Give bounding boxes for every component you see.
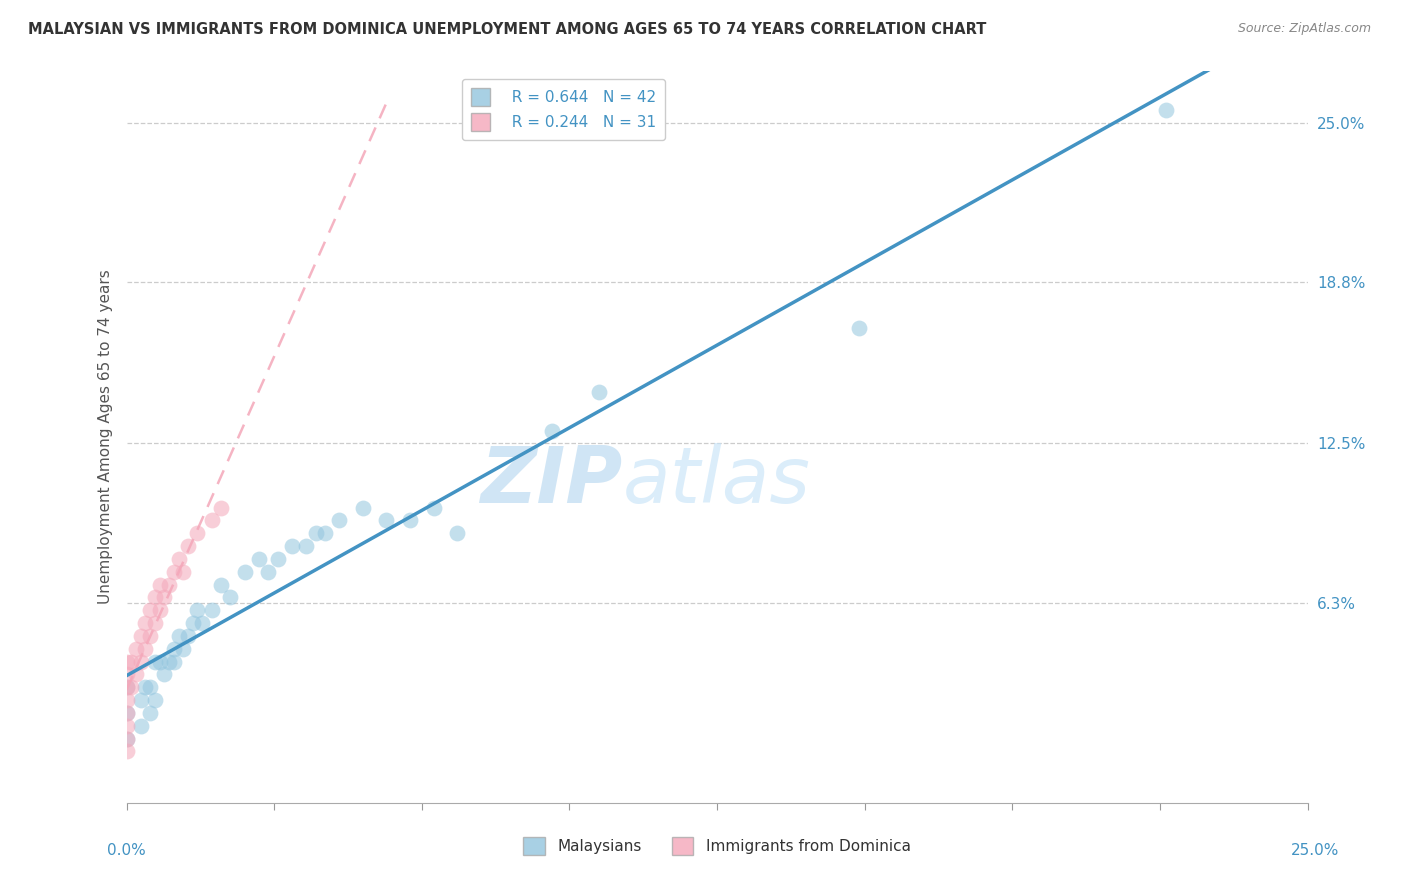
Point [120,655,142,669]
Point [163,565,186,579]
Point [540,424,562,438]
Point [125,641,148,656]
Point [219,591,242,605]
Point [157,577,180,591]
Legend: Malaysians, Immigrants from Dominica: Malaysians, Immigrants from Dominica [517,831,917,861]
Point [129,629,152,643]
Point [247,552,270,566]
Point [115,667,138,681]
Text: 25.0%: 25.0% [1291,843,1339,858]
Point [848,321,870,335]
Point [177,539,200,553]
Point [149,603,172,617]
Point [115,719,138,733]
Point [177,629,200,643]
Point [186,603,208,617]
Point [129,719,152,733]
Y-axis label: Unemployment Among Ages 65 to 74 years: Unemployment Among Ages 65 to 74 years [97,269,112,605]
Point [328,514,350,528]
Text: Source: ZipAtlas.com: Source: ZipAtlas.com [1237,22,1371,36]
Point [139,603,162,617]
Point [143,655,166,669]
Point [134,681,156,695]
Point [588,385,610,400]
Point [446,526,468,541]
Point [422,500,444,515]
Point [134,641,156,656]
Point [129,655,152,669]
Text: atlas: atlas [623,443,810,519]
Point [167,552,190,566]
Point [200,514,222,528]
Point [115,731,138,746]
Point [139,681,162,695]
Point [134,616,156,631]
Point [267,552,290,566]
Point [172,565,194,579]
Point [153,591,176,605]
Point [125,667,148,681]
Point [209,500,232,515]
Point [233,565,256,579]
Point [1154,103,1177,117]
Point [115,681,138,695]
Point [295,539,318,553]
Point [304,526,326,541]
Point [115,706,138,720]
Point [375,514,398,528]
Point [115,731,138,746]
Text: ZIP: ZIP [481,443,623,519]
Point [115,693,138,707]
Point [139,629,162,643]
Point [314,526,336,541]
Point [143,591,166,605]
Point [120,681,142,695]
Point [157,655,180,669]
Point [149,577,172,591]
Point [163,655,186,669]
Point [143,616,166,631]
Point [352,500,374,515]
Point [163,641,186,656]
Point [191,616,214,631]
Point [399,514,422,528]
Point [143,693,166,707]
Point [281,539,304,553]
Point [172,641,194,656]
Point [257,565,280,579]
Text: 0.0%: 0.0% [107,843,146,858]
Point [115,655,138,669]
Point [115,744,138,758]
Point [167,629,190,643]
Point [181,616,204,631]
Point [115,706,138,720]
Point [139,706,162,720]
Point [209,577,232,591]
Point [200,603,222,617]
Point [153,667,176,681]
Point [115,681,138,695]
Point [186,526,208,541]
Text: MALAYSIAN VS IMMIGRANTS FROM DOMINICA UNEMPLOYMENT AMONG AGES 65 TO 74 YEARS COR: MALAYSIAN VS IMMIGRANTS FROM DOMINICA UN… [28,22,987,37]
Point [149,655,172,669]
Point [129,693,152,707]
